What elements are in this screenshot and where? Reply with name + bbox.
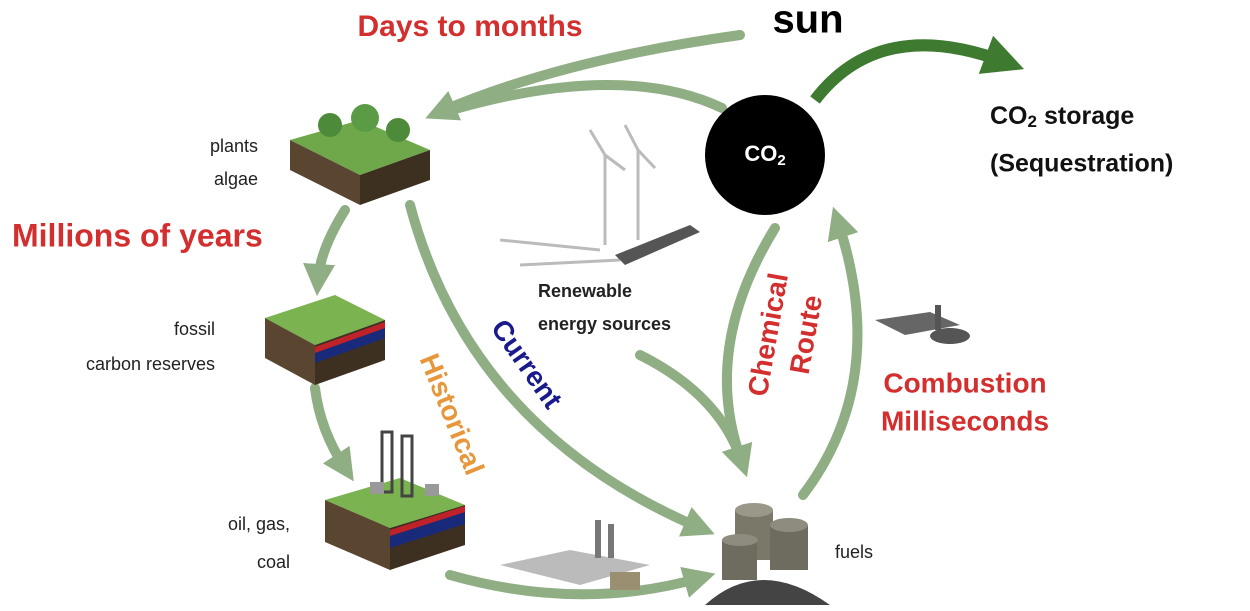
node-label: carbon reserves: [86, 354, 215, 374]
node-label: fossil: [174, 319, 215, 339]
timescale: Millions of years: [12, 217, 263, 253]
storage-word: storage: [1044, 102, 1134, 130]
storage-subscript: 2: [1028, 112, 1037, 131]
combustion-label: Milliseconds: [881, 405, 1049, 436]
node-label: plants: [210, 136, 258, 156]
fossil-block: [265, 295, 385, 385]
storage-label: CO2 storage: [990, 102, 1134, 132]
renewables: [500, 125, 700, 265]
node-label: Renewable: [538, 281, 632, 301]
diagram: CO2 Days to months Millions of years sun…: [0, 0, 1250, 611]
sun-label: sun: [772, 0, 843, 42]
co2-text: CO: [744, 141, 777, 166]
timescale: Days to months: [357, 10, 582, 43]
fuel-barrels: [705, 503, 830, 605]
route-label: Route: [784, 293, 828, 377]
node-label: oil, gas,: [228, 514, 290, 534]
oil-block: [325, 432, 465, 570]
storage-note: (Sequestration): [990, 150, 1173, 178]
node-label: fuels: [835, 542, 873, 562]
route-label: Chemical: [742, 271, 794, 399]
node-label: algae: [214, 169, 258, 189]
route-label: Historical: [414, 349, 491, 479]
node-label: coal: [257, 552, 290, 572]
co2-subscript: 2: [777, 152, 785, 169]
combustion-label: Combustion: [883, 367, 1046, 398]
plants-block: [290, 104, 430, 205]
node-label: energy sources: [538, 314, 671, 334]
storage-formula: CO: [990, 102, 1028, 130]
